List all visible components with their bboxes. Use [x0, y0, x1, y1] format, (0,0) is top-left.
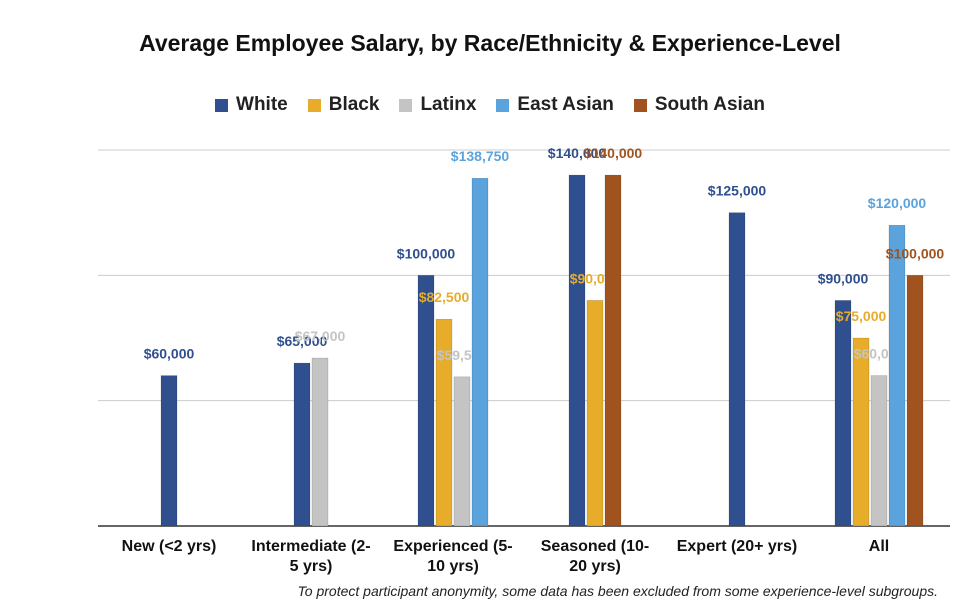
legend-swatch-east-asian — [496, 98, 510, 112]
data-label-latinx-1: $67,000 — [295, 328, 346, 344]
bar-east-asian-2 — [471, 177, 489, 527]
legend-label-east-asian: East Asian — [517, 94, 614, 115]
category-label-line: New (<2 yrs) — [122, 538, 217, 555]
legend-item-black: Black — [307, 94, 380, 116]
footnote: To protect participant anonymity, some d… — [297, 583, 938, 599]
legend-swatch-black — [307, 98, 321, 112]
legend-item-east-asian: East Asian — [496, 94, 614, 116]
legend-label-latinx: Latinx — [420, 94, 477, 115]
category-label-line: Seasoned (10- — [541, 538, 649, 555]
data-label-east-asian-5: $120,000 — [868, 195, 927, 211]
bar-south-asian-3 — [604, 174, 622, 527]
category-label-line: Expert (20+ yrs) — [677, 538, 798, 555]
category-label-3: Seasoned (10- 20 yrs) — [541, 538, 649, 575]
legend-swatch-white — [215, 98, 229, 112]
data-label-white-1: $65,000 — [277, 333, 328, 349]
data-label-white-5: $90,000 — [818, 270, 869, 286]
category-label-1: Intermediate (2- 5 yrs) — [251, 538, 370, 575]
data-label-white-4: $125,000 — [708, 183, 767, 199]
bar-white-5 — [834, 300, 852, 527]
legend-label-white: White — [236, 94, 288, 115]
data-label-white-2: $100,000 — [397, 245, 456, 261]
legend-label-south-asian: South Asian — [654, 94, 765, 115]
legend-label-black: Black — [328, 94, 380, 115]
bar-east-asian-5 — [888, 224, 906, 527]
bar-white-2 — [417, 275, 435, 527]
data-label-south-asian-5: $100,000 — [886, 245, 945, 261]
bar-south-asian-5 — [906, 275, 924, 527]
category-label-line: 20 yrs) — [569, 558, 621, 575]
bar-black-5 — [852, 337, 870, 527]
legend-swatch-latinx — [399, 98, 413, 112]
category-label-line: Experienced (5- — [393, 538, 512, 555]
category-label-line: All — [869, 538, 889, 555]
bar-white-0 — [160, 375, 178, 527]
data-label-east-asian-2: $138,750 — [451, 148, 510, 164]
bar-white-4 — [728, 212, 746, 527]
category-label-line: 5 yrs) — [290, 558, 333, 575]
data-label-black-2: $82,500 — [419, 289, 470, 305]
legend-item-white: White — [215, 94, 288, 116]
category-label-4: Expert (20+ yrs) — [677, 538, 798, 555]
bar-latinx-2 — [453, 376, 471, 527]
data-label-white-0: $60,000 — [144, 346, 195, 362]
legend-item-south-asian: South Asian — [633, 94, 765, 116]
category-label-0: New (<2 yrs) — [122, 538, 217, 555]
bar-black-3 — [586, 300, 604, 527]
bar-white-1 — [293, 362, 311, 527]
bar-latinx-5 — [870, 375, 888, 527]
legend-swatch-south-asian — [633, 98, 647, 112]
category-label-line: 10 yrs) — [427, 558, 479, 575]
data-label-black-5: $75,000 — [836, 308, 887, 324]
chart-legend: White Black Latinx East Asian South Asia… — [0, 94, 980, 116]
data-label-white-3: $140,000 — [548, 145, 607, 161]
bar-white-3 — [568, 174, 586, 527]
chart-title: Average Employee Salary, by Race/Ethnici… — [139, 30, 841, 56]
category-label-line: Intermediate (2- — [251, 538, 370, 555]
legend-item-latinx: Latinx — [399, 94, 476, 116]
bar-latinx-1 — [311, 357, 329, 527]
data-label-south-asian-3: $140,000 — [584, 145, 643, 161]
category-label-2: Experienced (5- 10 yrs) — [393, 538, 512, 575]
bar-black-2 — [435, 318, 453, 527]
category-label-5: All — [869, 538, 889, 555]
